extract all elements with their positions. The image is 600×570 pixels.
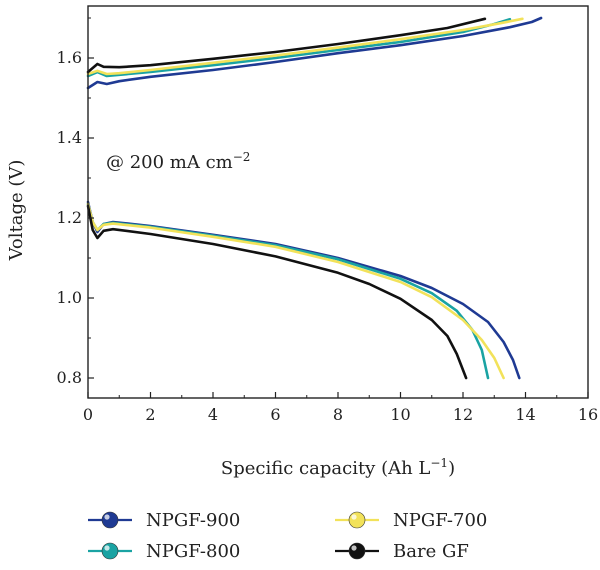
x-tick-label: 10 [390, 405, 410, 424]
legend-marker [348, 511, 366, 529]
x-axis-title-close: ) [448, 458, 455, 479]
legend-label: NPGF-800 [146, 541, 240, 562]
legend-item-npgf-700: NPGF-700 [335, 510, 487, 531]
series-npgf-900-charge-line [86, 16, 543, 90]
series-npgf-800-discharge-line [86, 202, 490, 380]
x-axis-title: Specific capacity (Ah L−1) [221, 456, 455, 479]
axes: 0 2 4 6 8 10 12 14 16 0.8 1.0 1.2 1.4 1.6 [57, 5, 598, 424]
legend-item-npgf-800: NPGF-800 [88, 541, 240, 562]
x-tick-label: 8 [333, 405, 343, 424]
legend-marker [348, 542, 366, 560]
x-tick-label: 2 [145, 405, 155, 424]
series-bare-gf-discharge-line [86, 204, 468, 380]
legend-marker [101, 542, 119, 560]
legend: NPGF-900 NPGF-800 NPGF-700 Bare GF [88, 510, 487, 562]
current-density-annotation: @ 200 mA cm−2 [106, 150, 250, 173]
legend-label: NPGF-700 [393, 510, 487, 531]
y-tick-label: 1.4 [57, 128, 82, 147]
series-bare-gf-charge-line [86, 17, 487, 74]
x-tick-label: 12 [453, 405, 473, 424]
x-tick-label: 0 [83, 405, 93, 424]
plot-area [86, 16, 543, 380]
legend-marker-highlight [104, 545, 110, 551]
x-axis-title-text: Specific capacity (Ah L [221, 458, 431, 479]
x-tick-label: 6 [270, 405, 280, 424]
series-npgf-800-charge-line [86, 17, 512, 78]
series-npgf-700-charge-line [86, 17, 524, 76]
y-axis-title: Voltage (V) [6, 160, 27, 262]
x-tick-label: 4 [208, 405, 218, 424]
legend-label: NPGF-900 [146, 510, 240, 531]
legend-marker-highlight [351, 514, 357, 520]
x-axis-title-superscript: −1 [430, 456, 448, 470]
annotation-superscript: −2 [233, 150, 251, 164]
x-tick-label: 16 [578, 405, 598, 424]
y-tick-label: 0.8 [57, 368, 82, 387]
x-tick-label: 14 [515, 405, 535, 424]
legend-marker [101, 511, 119, 529]
y-tick-label: 1.6 [57, 48, 82, 67]
legend-marker-highlight [351, 545, 357, 551]
y-tick-label: 1.0 [57, 288, 82, 307]
legend-label: Bare GF [393, 541, 469, 562]
series-npgf-700-discharge-line [86, 202, 505, 380]
y-tick-label: 1.2 [57, 208, 82, 227]
legend-marker-highlight [104, 514, 110, 520]
legend-item-npgf-900: NPGF-900 [88, 510, 240, 531]
annotation-text: @ 200 mA cm [106, 152, 233, 173]
legend-item-bare-gf: Bare GF [335, 541, 469, 562]
